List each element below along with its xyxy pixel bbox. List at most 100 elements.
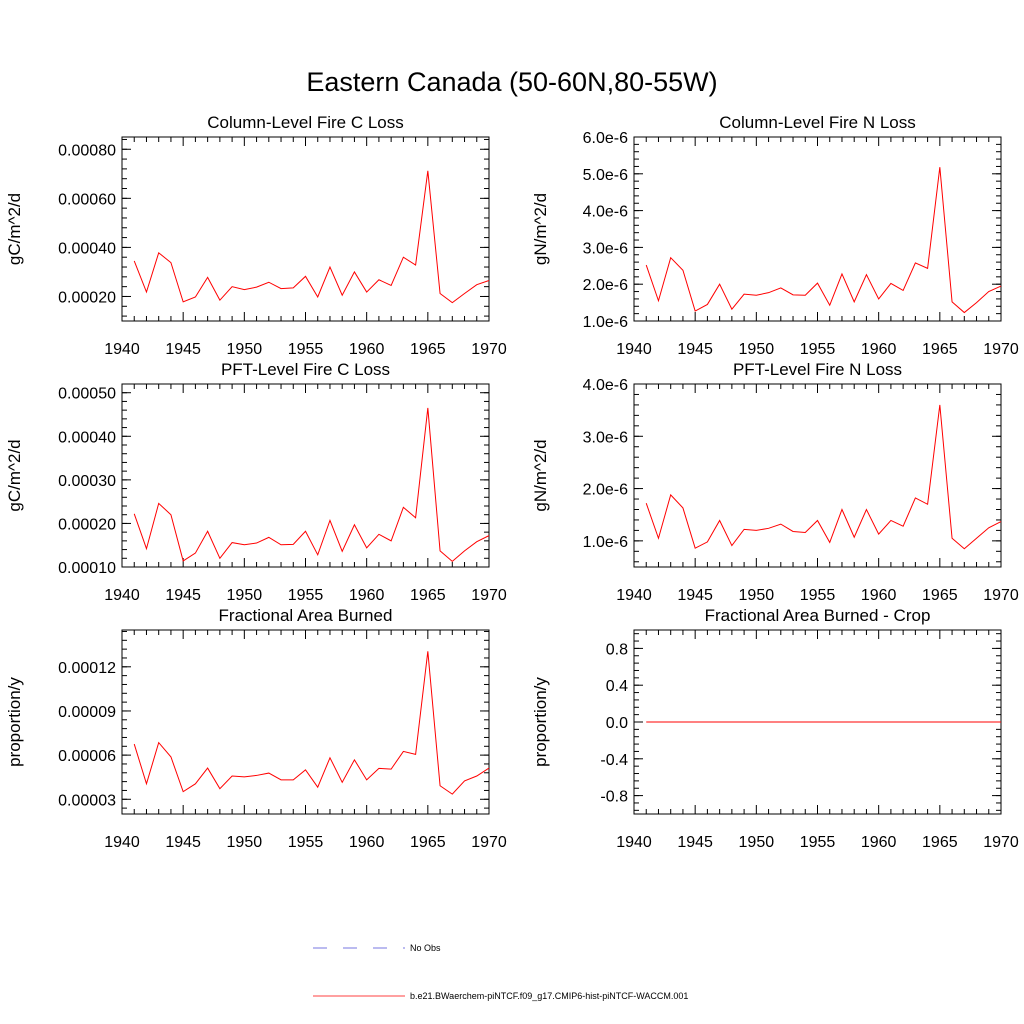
y-tick-label: 3.0e-6 bbox=[583, 240, 628, 257]
x-tick-label: 1970 bbox=[983, 341, 1019, 358]
x-tick-label: 1965 bbox=[922, 587, 958, 604]
y-tick-label: -0.4 bbox=[600, 752, 628, 769]
x-tick-label: 1955 bbox=[288, 587, 324, 604]
x-tick-label: 1965 bbox=[922, 834, 958, 851]
y-tick-label: 1.0e-6 bbox=[583, 314, 628, 331]
y-tick-label: 2.0e-6 bbox=[583, 482, 628, 499]
x-tick-label: 1965 bbox=[922, 341, 958, 358]
x-tick-label: 1955 bbox=[288, 834, 324, 851]
chart-panel: Fractional Area Burned - Crop proportion/… bbox=[531, 606, 1019, 851]
panel-title: Fractional Area Burned - Crop bbox=[705, 606, 931, 625]
x-tick-label: 1945 bbox=[165, 341, 201, 358]
y-tick-label: 0.00010 bbox=[58, 560, 116, 577]
y-axis-label: proportion/y bbox=[531, 677, 550, 767]
y-tick-label: 0.00050 bbox=[58, 386, 116, 403]
legend: No Obs b.e21.BWaerchem-piNTCF.f09_g17.CM… bbox=[313, 943, 688, 1001]
legend-entry-model-run: b.e21.BWaerchem-piNTCF.f09_g17.CMIP6-his… bbox=[313, 991, 688, 1001]
y-tick-label: 0.00020 bbox=[58, 516, 116, 533]
x-tick-label: 1965 bbox=[410, 587, 446, 604]
x-tick-label: 1955 bbox=[800, 834, 836, 851]
x-tick-label: 1970 bbox=[471, 834, 507, 851]
y-tick-label: 0.00020 bbox=[58, 289, 116, 306]
panel-title: Fractional Area Burned bbox=[219, 606, 393, 625]
y-tick-label: 0.00040 bbox=[58, 240, 116, 257]
x-tick-label: 1960 bbox=[349, 834, 385, 851]
y-tick-label: -0.8 bbox=[600, 789, 628, 806]
y-tick-label: 0.00080 bbox=[58, 142, 116, 159]
series-line bbox=[645, 404, 1002, 550]
y-tick-label: 0.00040 bbox=[58, 429, 116, 446]
panel-title: Column-Level Fire C Loss bbox=[207, 113, 404, 132]
y-axis-label: gC/m^2/d bbox=[5, 193, 24, 265]
y-tick-label: 0.00003 bbox=[58, 792, 116, 809]
x-tick-label: 1945 bbox=[165, 834, 201, 851]
y-axis-label: proportion/y bbox=[5, 677, 24, 767]
x-tick-label: 1955 bbox=[800, 587, 836, 604]
y-tick-label: 4.0e-6 bbox=[583, 377, 628, 394]
panel-title: PFT-Level Fire C Loss bbox=[221, 360, 390, 379]
x-tick-label: 1960 bbox=[861, 834, 897, 851]
y-tick-label: 3.0e-6 bbox=[583, 429, 628, 446]
x-tick-label: 1955 bbox=[800, 341, 836, 358]
chart-panel: PFT-Level Fire N Loss gN/m^2/d 1940 1945 195… bbox=[531, 360, 1019, 604]
x-tick-label: 1960 bbox=[861, 341, 897, 358]
y-tick-label: 4.0e-6 bbox=[583, 204, 628, 221]
x-tick-label: 1950 bbox=[739, 341, 775, 358]
x-tick-label: 1950 bbox=[227, 587, 263, 604]
chart-panel: PFT-Level Fire C Loss gC/m^2/d 1940 1945 195… bbox=[5, 360, 507, 604]
x-tick-label: 1945 bbox=[677, 834, 713, 851]
series-line bbox=[133, 651, 490, 795]
x-tick-label: 1940 bbox=[616, 341, 652, 358]
chart-panel: Column-Level Fire N Loss gN/m^2/d 1940 1945… bbox=[531, 113, 1019, 358]
figure-title: Eastern Canada (50-60N,80-55W) bbox=[306, 67, 717, 97]
y-tick-label: 0.00030 bbox=[58, 473, 116, 490]
chart-panels: Column-Level Fire C Loss gC/m^2/d 1940 1945… bbox=[5, 113, 1019, 851]
x-tick-label: 1940 bbox=[616, 834, 652, 851]
x-tick-label: 1970 bbox=[471, 587, 507, 604]
legend-label-no-obs: No Obs bbox=[410, 943, 441, 953]
panel-title: PFT-Level Fire N Loss bbox=[733, 360, 902, 379]
x-tick-label: 1950 bbox=[739, 834, 775, 851]
x-tick-label: 1945 bbox=[677, 587, 713, 604]
x-tick-label: 1970 bbox=[983, 587, 1019, 604]
x-tick-label: 1950 bbox=[739, 587, 775, 604]
y-axis-label: gN/m^2/d bbox=[531, 193, 550, 265]
x-tick-label: 1970 bbox=[983, 834, 1019, 851]
x-tick-label: 1955 bbox=[288, 341, 324, 358]
y-tick-label: 0.8 bbox=[606, 641, 628, 658]
y-tick-label: 1.0e-6 bbox=[583, 534, 628, 551]
x-tick-label: 1965 bbox=[410, 834, 446, 851]
y-tick-label: 0.00012 bbox=[58, 660, 116, 677]
legend-label-model-run: b.e21.BWaerchem-piNTCF.f09_g17.CMIP6-his… bbox=[410, 991, 688, 1001]
y-axis-label: gN/m^2/d bbox=[531, 439, 550, 511]
x-tick-label: 1960 bbox=[861, 587, 897, 604]
x-tick-label: 1945 bbox=[677, 341, 713, 358]
y-tick-label: 0.00006 bbox=[58, 748, 116, 765]
x-tick-label: 1940 bbox=[104, 834, 140, 851]
chart-panel: Column-Level Fire C Loss gC/m^2/d 1940 1945… bbox=[5, 113, 507, 358]
x-tick-label: 1965 bbox=[410, 341, 446, 358]
y-tick-label: 0.0 bbox=[606, 715, 628, 732]
series-line bbox=[133, 407, 490, 562]
series-line bbox=[133, 170, 490, 304]
y-axis-label: gC/m^2/d bbox=[5, 439, 24, 511]
x-tick-label: 1940 bbox=[104, 587, 140, 604]
y-tick-label: 6.0e-6 bbox=[583, 130, 628, 147]
y-tick-label: 0.4 bbox=[606, 678, 628, 695]
y-tick-label: 5.0e-6 bbox=[583, 167, 628, 184]
x-tick-label: 1940 bbox=[616, 587, 652, 604]
x-tick-label: 1945 bbox=[165, 587, 201, 604]
series-line bbox=[645, 167, 1002, 314]
legend-entry-no-obs: No Obs bbox=[313, 943, 441, 953]
y-tick-label: 2.0e-6 bbox=[583, 277, 628, 294]
chart-panel: Fractional Area Burned proportion/y 1940 19… bbox=[5, 606, 507, 851]
x-tick-label: 1960 bbox=[349, 587, 385, 604]
x-tick-label: 1950 bbox=[227, 834, 263, 851]
x-tick-label: 1940 bbox=[104, 341, 140, 358]
x-tick-label: 1970 bbox=[471, 341, 507, 358]
x-tick-label: 1950 bbox=[227, 341, 263, 358]
x-tick-label: 1960 bbox=[349, 341, 385, 358]
y-tick-label: 0.00009 bbox=[58, 704, 116, 721]
panel-title: Column-Level Fire N Loss bbox=[719, 113, 916, 132]
